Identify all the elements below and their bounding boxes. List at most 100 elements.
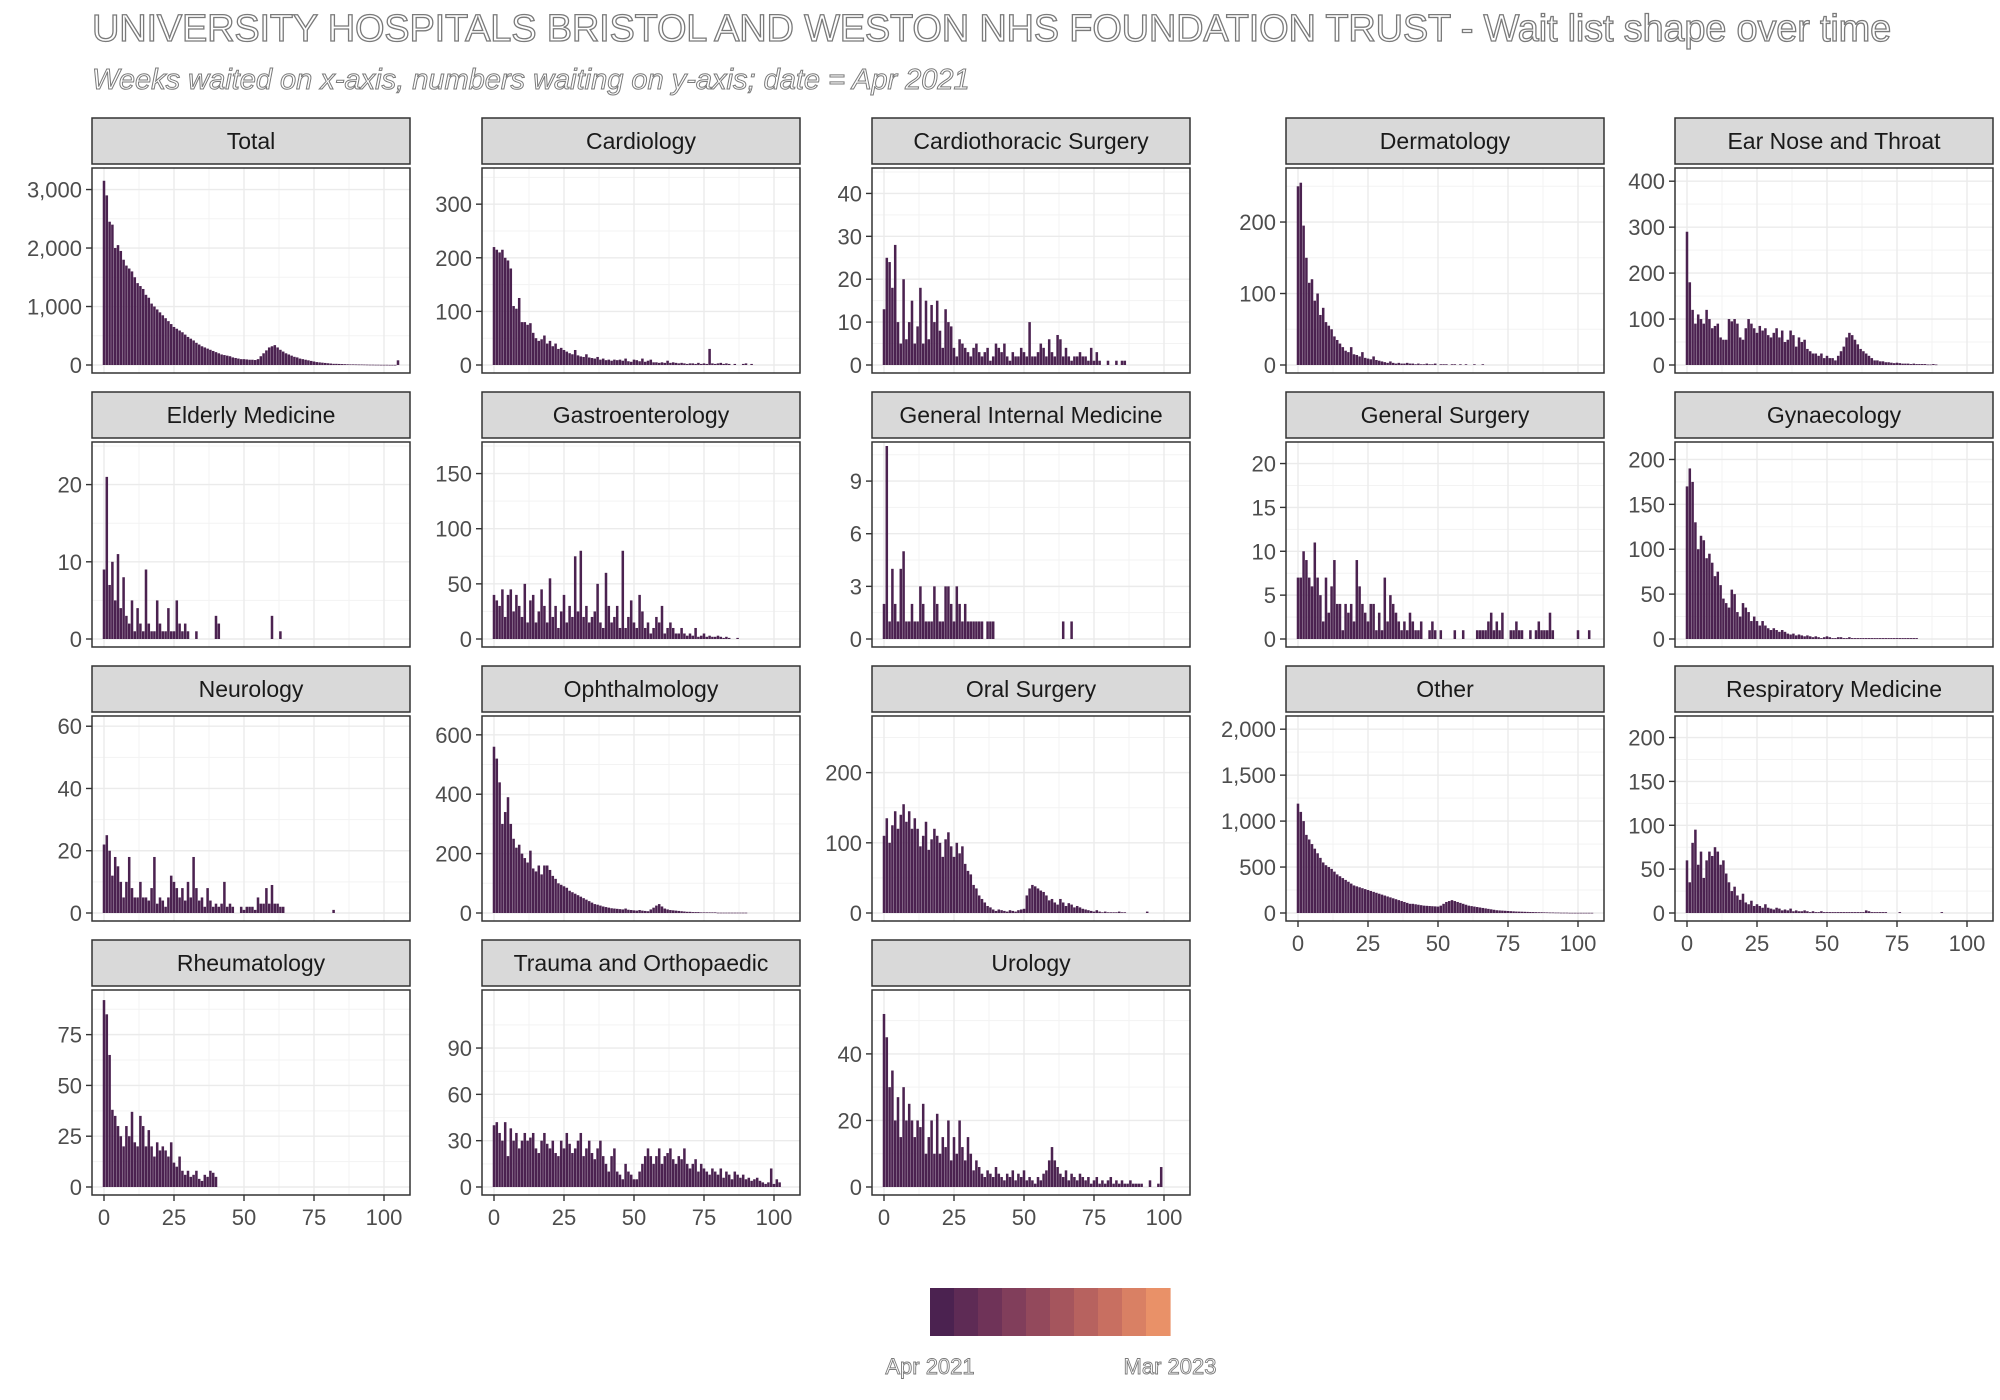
bar	[910, 300, 914, 365]
bar	[1400, 901, 1403, 913]
bar	[1380, 361, 1384, 365]
bar	[161, 315, 165, 365]
panel-border	[91, 441, 411, 648]
bar	[1694, 522, 1697, 639]
bar	[1719, 585, 1722, 639]
bar	[1042, 347, 1045, 365]
bar	[267, 903, 271, 913]
bar	[1811, 911, 1815, 913]
bar	[1481, 907, 1485, 913]
bar	[711, 363, 714, 365]
bar	[1730, 891, 1734, 913]
x-tick-label: 75	[302, 1205, 326, 1230]
bar	[1319, 314, 1322, 365]
bar	[669, 910, 672, 913]
bar	[256, 359, 260, 365]
bar	[1092, 911, 1096, 913]
bar	[977, 1167, 981, 1187]
y-tick-label: 200	[1628, 726, 1665, 751]
bar	[1341, 630, 1345, 639]
bar	[189, 338, 193, 365]
bar	[680, 1159, 683, 1187]
y-tick-label: 50	[58, 1073, 82, 1098]
bar	[585, 605, 588, 639]
bar	[607, 1171, 611, 1187]
y-tick-label: 0	[460, 1175, 472, 1200]
strip-label: General Internal Medicine	[899, 402, 1162, 428]
bar	[1126, 1183, 1129, 1187]
bar	[1923, 364, 1927, 365]
bar	[139, 286, 142, 365]
bar	[1803, 910, 1806, 913]
bar	[966, 1137, 970, 1187]
y-tick-label: 0	[850, 1175, 862, 1200]
bar	[1305, 834, 1308, 913]
bar	[548, 578, 552, 639]
bar	[1702, 877, 1706, 913]
bar	[1112, 1183, 1115, 1187]
bar	[1862, 638, 1865, 639]
bar	[1554, 912, 1557, 914]
bar	[1817, 637, 1820, 639]
bar	[1112, 912, 1115, 913]
bar	[1856, 638, 1860, 639]
bar	[1408, 612, 1412, 639]
strip-label: Gynaecology	[1767, 402, 1902, 428]
x-tick-label: 25	[162, 1205, 186, 1230]
bar	[1050, 352, 1054, 365]
bar	[1115, 1180, 1118, 1187]
y-tick-label: 300	[435, 192, 472, 217]
bar	[501, 249, 504, 365]
bar	[688, 911, 692, 913]
bar	[1750, 323, 1753, 365]
bar	[629, 910, 633, 913]
bar	[1321, 621, 1325, 639]
bar	[1848, 912, 1851, 913]
bar	[520, 616, 524, 639]
bar	[660, 362, 664, 365]
bar	[225, 906, 229, 913]
bar	[1103, 911, 1107, 913]
bar	[181, 888, 184, 913]
bar	[750, 363, 753, 365]
bar	[1789, 634, 1792, 639]
bar	[952, 347, 956, 365]
bar	[1794, 910, 1798, 913]
bar	[1397, 900, 1401, 913]
bar	[913, 343, 917, 365]
bar	[537, 611, 541, 639]
y-tick-label: 20	[58, 473, 82, 498]
bar	[1811, 353, 1815, 365]
bar	[181, 631, 184, 639]
bar	[346, 364, 349, 365]
bar	[111, 875, 114, 913]
bar	[1744, 902, 1748, 913]
bar	[744, 1179, 748, 1187]
bar	[888, 262, 891, 365]
bar	[977, 352, 981, 365]
bar	[666, 1153, 669, 1187]
bar	[643, 361, 647, 365]
bar	[688, 1168, 692, 1187]
panel-border	[91, 167, 411, 374]
bar	[657, 362, 661, 365]
bar	[585, 354, 588, 365]
bar	[1839, 637, 1843, 639]
bar	[1702, 540, 1706, 639]
bar	[930, 1120, 933, 1187]
bar	[1089, 347, 1093, 365]
bar	[1092, 360, 1096, 365]
bar	[1022, 352, 1026, 365]
bar	[1722, 598, 1725, 639]
bar	[1305, 257, 1308, 365]
bar	[1722, 339, 1725, 365]
bar	[1341, 878, 1345, 913]
bar	[722, 637, 725, 639]
bar	[899, 814, 903, 913]
bar	[660, 1163, 664, 1187]
bar	[1853, 339, 1857, 365]
y-tick-label: 200	[1628, 261, 1665, 286]
bar	[627, 1171, 630, 1187]
bar	[1411, 621, 1415, 639]
